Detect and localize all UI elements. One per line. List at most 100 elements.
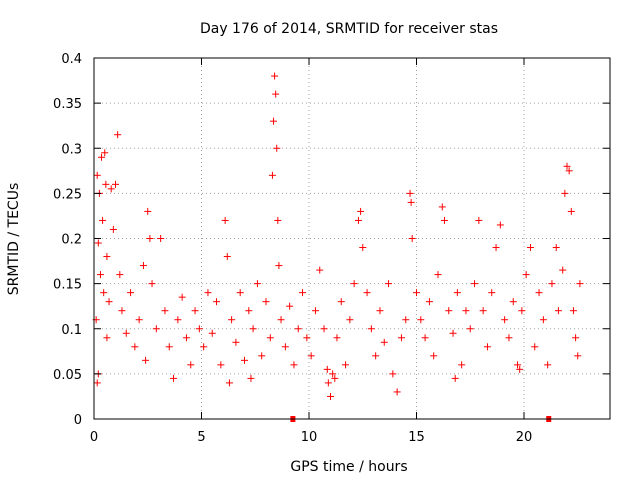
- data-point: [501, 316, 509, 324]
- data-point: [449, 329, 457, 337]
- data-point: [492, 244, 500, 252]
- data-point: [565, 167, 573, 175]
- y-tick-label: 0.3: [61, 142, 82, 157]
- data-point: [514, 361, 522, 369]
- data-point: [273, 144, 281, 152]
- data-point: [458, 361, 466, 369]
- data-point: [103, 253, 111, 261]
- data-point: [99, 216, 107, 224]
- data-point: [331, 374, 339, 382]
- data-point: [518, 307, 526, 315]
- y-tick-label: 0: [74, 413, 82, 428]
- data-point: [105, 298, 113, 306]
- data-point: [559, 266, 567, 274]
- data-point: [275, 262, 283, 270]
- data-point: [299, 289, 307, 297]
- data-point: [100, 289, 108, 297]
- data-point: [380, 338, 388, 346]
- data-point: [407, 198, 415, 206]
- data-point: [522, 271, 530, 279]
- data-point: [271, 72, 279, 80]
- y-tick-label: 0.4: [61, 52, 82, 67]
- data-point: [488, 289, 496, 297]
- data-point: [483, 343, 491, 351]
- data-point: [245, 307, 253, 315]
- y-tick-label: 0.1: [61, 323, 82, 338]
- x-tick-label: 0: [90, 430, 98, 445]
- x-tick-label: 15: [408, 430, 425, 445]
- y-axis-label: SRMTID / TECUs: [6, 183, 22, 296]
- x-tick-label: 10: [301, 430, 318, 445]
- data-point: [496, 221, 504, 229]
- data-point: [320, 325, 328, 333]
- data-point: [307, 352, 315, 360]
- data-point: [552, 244, 560, 252]
- data-point: [225, 379, 233, 387]
- data-point: [393, 388, 401, 396]
- data-point: [191, 307, 199, 315]
- data-point: [187, 361, 195, 369]
- data-point: [389, 370, 397, 378]
- data-point: [367, 325, 375, 333]
- data-point: [152, 325, 160, 333]
- data-point: [574, 352, 582, 360]
- data-point: [122, 329, 130, 337]
- plot-frame: [93, 57, 611, 420]
- chart-title: Day 176 of 2014, SRMTID for receiver sta…: [200, 21, 498, 37]
- data-point: [417, 316, 425, 324]
- data-point: [333, 334, 341, 342]
- data-point: [102, 180, 110, 188]
- data-point: [363, 289, 371, 297]
- data-point: [535, 289, 543, 297]
- data-point: [208, 329, 216, 337]
- data-point: [294, 325, 302, 333]
- data-point: [236, 289, 244, 297]
- data-point: [277, 316, 285, 324]
- data-point: [93, 379, 101, 387]
- data-point: [531, 343, 539, 351]
- data-point: [337, 298, 345, 306]
- data-point: [397, 334, 405, 342]
- data-point: [94, 239, 102, 247]
- data-point: [268, 171, 276, 179]
- data-point: [131, 343, 139, 351]
- data-point: [425, 298, 433, 306]
- data-point: [249, 325, 257, 333]
- data-point: [157, 235, 165, 242]
- data-point: [421, 334, 429, 342]
- data-point: [170, 374, 178, 382]
- grid-lines: [94, 58, 610, 419]
- data-point: [165, 343, 173, 351]
- data-point: [561, 189, 569, 197]
- data-point: [569, 307, 577, 315]
- data-point: [576, 280, 584, 288]
- data-point: [539, 316, 547, 324]
- data-point: [93, 171, 101, 179]
- data-point: [103, 334, 111, 342]
- data-point: [413, 289, 420, 297]
- data-point: [116, 271, 124, 279]
- data-point: [174, 316, 182, 324]
- data-point: [274, 216, 282, 224]
- data-point: [266, 334, 274, 342]
- data-point: [372, 352, 380, 360]
- data-point: [223, 253, 231, 261]
- data-point: [505, 334, 513, 342]
- data-point: [346, 316, 354, 324]
- data-point: [221, 216, 229, 224]
- data-point: [217, 361, 225, 369]
- y-tick-label: 0.05: [53, 368, 82, 383]
- y-tick-label: 0.2: [61, 233, 82, 248]
- data-point: [139, 262, 147, 270]
- data-point: [148, 280, 156, 288]
- data-point: [290, 361, 298, 369]
- y-tick-label: 0.25: [53, 187, 82, 202]
- data-point: [462, 307, 470, 315]
- data-point: [118, 307, 126, 315]
- data-point: [509, 298, 517, 306]
- data-point: [146, 235, 154, 242]
- data-point: [144, 207, 152, 215]
- data-point: [114, 131, 122, 139]
- data-point: [475, 216, 483, 224]
- data-point: [342, 361, 350, 369]
